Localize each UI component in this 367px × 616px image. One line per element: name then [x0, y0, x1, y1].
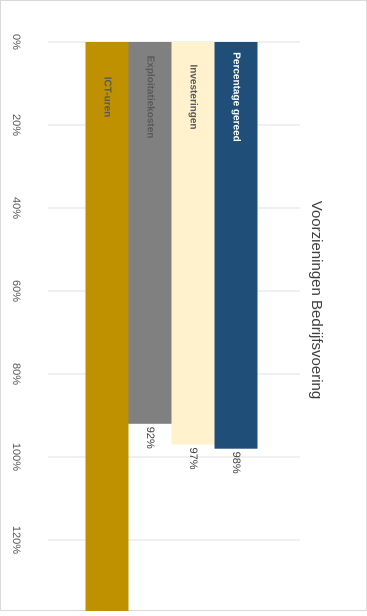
- tick-label: 120%: [10, 526, 22, 554]
- chart-title: Voorzieningen Bedrijfsvoering: [308, 201, 325, 399]
- bar-value-label: 98%: [230, 452, 242, 474]
- bar: [171, 42, 215, 445]
- tick-label: 60%: [10, 280, 22, 302]
- bar-category-label: Percentage gereed: [230, 52, 241, 142]
- tick-label: 100%: [10, 443, 22, 471]
- tick-label: 80%: [10, 363, 22, 385]
- tick-labels: 0%20%40%60%80%100%120%1: [10, 34, 22, 554]
- bar-value-label: 97%: [187, 448, 199, 470]
- bar-value-label: 92%: [144, 427, 156, 449]
- bar-category-label: Investeringen: [187, 64, 198, 129]
- bar-category-label: Exploitatiekosten: [144, 56, 155, 139]
- data-labels: Percentage gereed 98% Investeringen 97% Expl…: [101, 52, 242, 474]
- bars: [85, 42, 258, 616]
- tick-label: 40%: [10, 197, 22, 219]
- tick-label: 20%: [10, 114, 22, 136]
- bar: [214, 42, 258, 449]
- bar: [128, 42, 172, 424]
- tick-label: 0%: [10, 34, 22, 50]
- bar-category-label: ICT-uren: [101, 77, 112, 118]
- bar: [85, 42, 129, 616]
